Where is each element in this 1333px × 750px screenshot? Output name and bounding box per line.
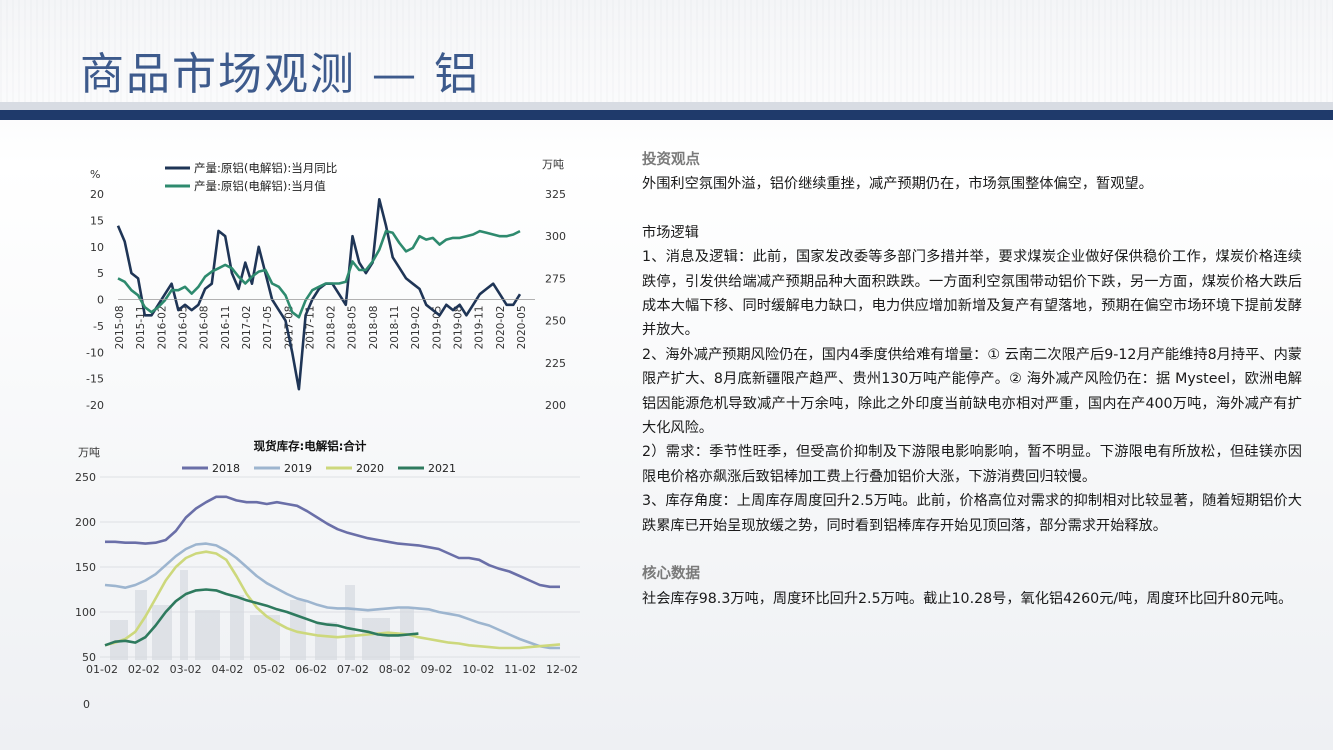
chart1-ytick-left: 5 [97,267,104,280]
chart1-xtick: 2017-08 [283,306,295,350]
chart1-series-line [117,229,521,319]
logic-paragraph-4: 3、库存角度：上周库存周度回升2.5万吨。此前，价格高位对需求的抑制相对比较显著… [642,493,1302,534]
chart1-ytick-right: 300 [545,230,566,243]
chart1-ytick-left: -5 [93,320,104,333]
chart1-xtick: 2020-05 [516,306,528,350]
title-underline [0,110,1333,120]
chart2-xtick: 05-02 [253,663,285,676]
world-map-background [0,0,1333,120]
chart1-xtick: 2018-11 [389,306,401,350]
chart2-xtick: 06-02 [295,663,327,676]
logic-paragraph-2: 2、海外减产预期风险仍在，国内4季度供给难有增量：① 云南二次限产后9-12月产… [642,346,1302,437]
chart2-legend-label: 2020 [356,462,384,475]
chart1-series-line [116,197,522,391]
chart1-xtick: 2015-11 [135,306,147,350]
chart1-xtick: 2018-08 [368,306,380,350]
chart1-legend-label: 产量:原铝(电解铝):当月值 [194,179,326,193]
chart1-ytick-right: 250 [545,315,566,328]
inventory-chart: 现货库存:电解铝:合计 万吨 2018 2019 2020 2021 250 200 15… [75,439,580,711]
chart1-xtick: 2017-02 [241,306,253,350]
chart1-xtick: 2019-02 [410,306,422,350]
chart1-xtick: 2016-11 [220,306,232,350]
chart2-ytick: 200 [75,516,96,529]
view-heading: 投资观点 [642,152,700,168]
chart1-xtick: 2017-11 [304,306,316,350]
chart1-xtick: 2018-05 [347,306,359,350]
chart2-ytick: 150 [75,561,96,574]
chart1-ylabel-left: % [90,168,100,181]
chart2-series-line [105,495,560,589]
chart2-xtick: 12-02 [546,663,578,676]
chart1-ytick-left: -10 [86,346,104,359]
chart2-series-line [104,542,560,650]
chart1-xtick: 2018-02 [326,306,338,350]
chart2-extra-tick: 0 [83,698,90,711]
chart1-xtick: 2020-02 [495,306,507,350]
chart2-ytick: 250 [75,471,96,484]
analysis-panel: 投资观点 外围利空氛围外溢，铝价继续重挫，减产预期仍在，市场氛围整体偏空，暂观望… [642,148,1302,611]
chart1-ylabel-right: 万吨 [542,158,564,171]
chart1-xtick: 2016-08 [199,306,211,350]
title-underline-light [0,102,1333,110]
core-body: 社会库存98.3万吨，周度环比回升2.5万吨。截止10.28号，氧化铝4260元… [642,590,1293,607]
chart2-xtick: 07-02 [337,663,369,676]
chart2-xtick: 02-02 [128,663,160,676]
chart1-ytick-left: 15 [90,214,104,227]
chart1-legend-label: 产量:原铝(电解铝):当月同比 [194,161,337,175]
chart1-xtick: 2015-08 [114,306,126,350]
chart1-xtick: 2016-05 [177,306,189,350]
chart2-ytick: 100 [75,606,96,619]
chart1-ytick-right: 325 [545,188,566,201]
chart1-ytick-right: 225 [545,357,566,370]
chart2-legend-label: 2019 [284,462,312,475]
chart2-legend-label: 2018 [212,462,240,475]
chart1-xtick: 2017-05 [262,306,274,350]
chart1-ytick-left: -15 [86,373,104,386]
chart2-xtick: 09-02 [421,663,453,676]
chart1-ytick-left: 10 [90,241,104,254]
chart1-xtick: 2016-02 [156,306,168,350]
chart1-xtick: 2019-11 [474,306,486,350]
chart2-legend-label: 2021 [428,462,456,475]
chart1-xtick: 2019-05 [431,306,443,350]
chart1-ytick-left: -20 [86,399,104,412]
chart1-ytick-left: 20 [90,188,104,201]
chart2-xtick: 11-02 [504,663,536,676]
logic-heading: 市场逻辑 [642,224,699,241]
chart2-legend: 2018 2019 2020 2021 [182,462,456,475]
chart1-ytick-left: 0 [97,294,104,307]
chart2-ytick: 50 [82,651,96,664]
chart2-xtick: 04-02 [211,663,243,676]
chart1-ytick-right: 275 [545,272,566,285]
chart2-series-line [104,588,419,647]
chart2-title: 现货库存:电解铝:合计 [254,439,367,453]
chart2-xtick: 03-02 [170,663,202,676]
chart2-xtick: 10-02 [462,663,494,676]
logic-paragraph-1: 1、消息及逻辑：此前，国家发改委等多部门多措并举，要求煤炭企业做好保供稳价工作，… [642,249,1302,339]
chart2-xtick: 08-02 [379,663,411,676]
chart2-ylabel: 万吨 [78,446,100,459]
chart2-xtick: 01-02 [86,663,118,676]
core-heading: 核心数据 [642,566,700,583]
page-title: 商品市场观测 — 铝 [80,49,480,100]
logic-paragraph-3: 2）需求：季节性旺季，但受高价抑制及下游限电影响影响，暂不明显。下游限电有所放松… [642,444,1302,485]
view-body: 外围利空氛围外溢，铝价继续重挫，减产预期仍在，市场氛围整体偏空，暂观望。 [642,176,1153,193]
chart1-xtick: 2019-08 [453,306,465,350]
chart2-series-line [104,550,561,650]
chart1-ytick-right: 200 [545,399,566,412]
